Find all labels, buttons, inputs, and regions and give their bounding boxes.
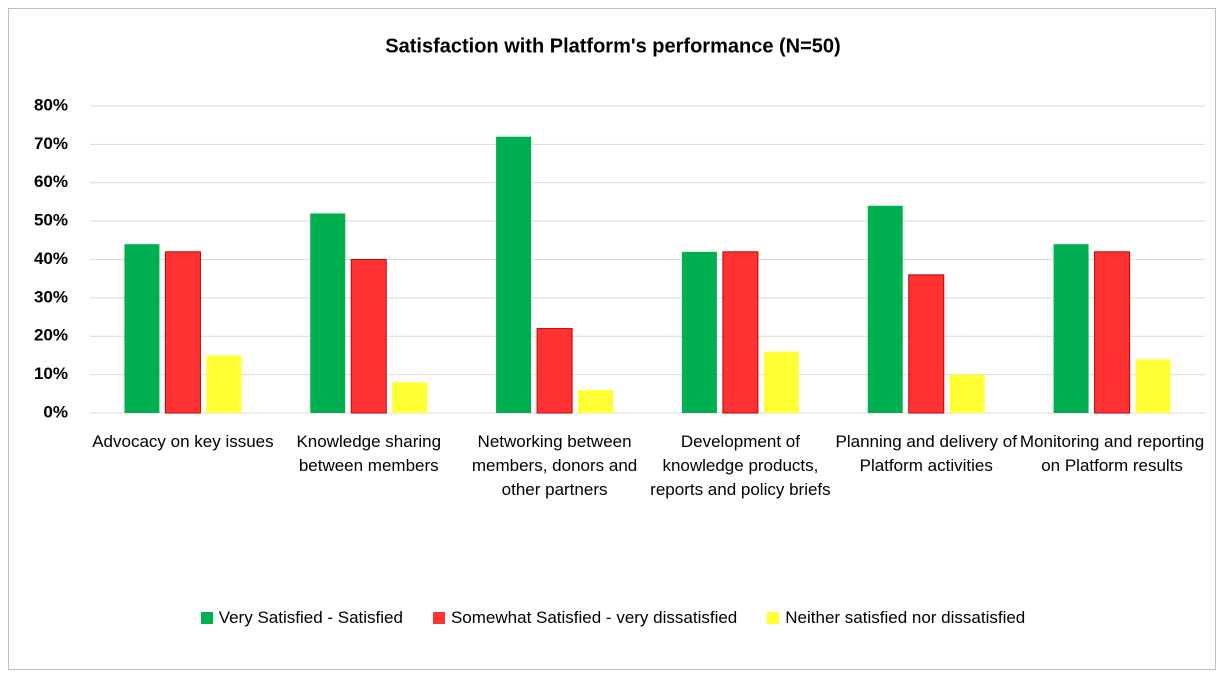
y-tick-label: 70%: [34, 134, 68, 153]
legend-swatch: [200, 612, 213, 624]
bar: [908, 274, 945, 414]
y-tick-label: 30%: [34, 287, 68, 306]
bar: [206, 355, 242, 413]
bar: [350, 259, 387, 414]
bar: [1135, 359, 1171, 413]
x-tick-label: Advocacy on key issues: [92, 432, 274, 451]
legend-item: Somewhat Satisfied - very dissatisfied: [432, 608, 738, 628]
legend-label: Neither satisfied nor dissatisfied: [785, 608, 1026, 627]
y-tick-label: 20%: [34, 326, 68, 345]
bar: [949, 374, 985, 413]
x-tick-label: Planning and delivery of Platform activi…: [835, 432, 1017, 475]
bar: [164, 251, 201, 414]
y-tick-label: 50%: [34, 211, 68, 230]
chart-frame: [8, 8, 1216, 670]
bar: [867, 205, 903, 413]
legend-swatch: [767, 612, 780, 624]
x-tick-label: Networking between members, donors and o…: [471, 432, 638, 499]
legend: Very Satisfied - Satisfied Somewhat Satis…: [0, 608, 1226, 628]
bar: [496, 136, 532, 413]
y-tick-label: 0%: [43, 402, 68, 421]
bar: [681, 251, 717, 413]
x-tick-label: Monitoring and reporting on Platform res…: [1019, 432, 1205, 475]
y-tick-label: 10%: [34, 364, 68, 383]
bar: [578, 389, 614, 413]
y-tick-label: 40%: [34, 249, 68, 268]
legend-item: Very Satisfied - Satisfied: [200, 608, 403, 628]
y-tick-label: 80%: [34, 95, 68, 114]
bar: [310, 213, 346, 413]
bar: [1053, 244, 1089, 413]
legend-label: Somewhat Satisfied - very dissatisfied: [450, 608, 738, 627]
chart-title: Satisfaction with Platform's performance…: [385, 35, 840, 57]
bar: [536, 328, 573, 414]
legend-swatch: [432, 612, 445, 624]
x-tick-label: Development of knowledge products, repor…: [650, 432, 831, 499]
x-tick-label: Knowledge sharing between members: [296, 432, 442, 475]
bar: [1094, 251, 1131, 414]
y-tick-label: 60%: [34, 172, 68, 191]
bar: [722, 251, 759, 414]
bar: [392, 382, 428, 413]
legend-label: Very Satisfied - Satisfied: [218, 608, 403, 627]
bar: [124, 244, 160, 413]
legend-item: Neither satisfied nor dissatisfied: [767, 608, 1025, 628]
bar: [763, 351, 799, 413]
